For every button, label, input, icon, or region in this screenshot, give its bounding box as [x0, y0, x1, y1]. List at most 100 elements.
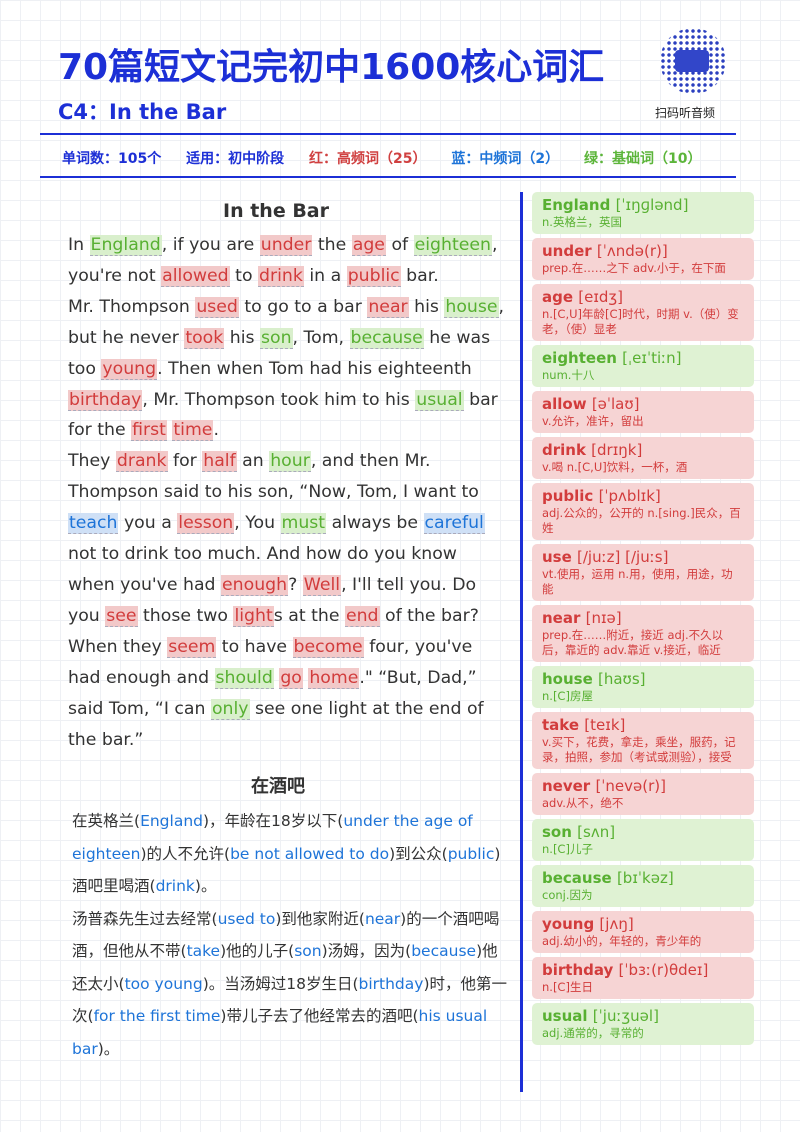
vocab-highlight[interactable]: son [260, 327, 293, 349]
vocab-highlight[interactable]: should [214, 667, 274, 689]
vocab-highlight[interactable]: hour [269, 451, 311, 473]
vocab-highlight[interactable]: used [195, 296, 239, 318]
translation-paragraph: 在英格兰(England)，年龄在18岁以下(under the age of … [52, 805, 508, 903]
vocab-card-england[interactable]: England [ˈɪŋɡlənd] n.英格兰，英国 [532, 192, 754, 234]
vocab-word: public [ˈpʌblɪk] [542, 487, 744, 506]
vocab-definition: conj.因为 [542, 888, 593, 902]
vocab-highlight[interactable]: light [233, 605, 274, 627]
vocab-highlight[interactable]: end [344, 605, 380, 627]
vocab-highlight[interactable]: England [89, 235, 162, 256]
translation-keyword: because [411, 942, 477, 960]
vocab-highlight[interactable]: see [105, 605, 138, 627]
vocab-card-age[interactable]: age [eɪdʒ] n.[C,U]年龄[C]时代，时期 v.（使）变老，（使）显… [532, 284, 754, 341]
vocab-card-birthday[interactable]: birthday [ˈbɜː(r)θdeɪ] n.[C]生日 [532, 957, 754, 999]
vocab-highlight[interactable]: usual [415, 389, 464, 411]
translation-segment: )。当汤姆过18岁生日( [202, 974, 359, 993]
story-segment: Mr. Thompson [68, 296, 196, 317]
vocab-word-text: eighteen [542, 349, 617, 367]
vocab-highlight[interactable]: public [346, 265, 401, 287]
story-segment: . [213, 420, 219, 441]
vocab-word-text: birthday [542, 961, 614, 979]
vocab-card-eighteen[interactable]: eighteen [ˌeɪˈtiːn] num.十八 [532, 345, 754, 387]
vocab-card-son[interactable]: son [sʌn] n.[C]儿子 [532, 819, 754, 861]
vocab-phonetic: [jʌŋ] [599, 915, 634, 933]
translation-keyword: son [294, 942, 322, 960]
vocab-highlight[interactable]: drink [258, 265, 304, 287]
vocab-highlight[interactable]: go [279, 667, 303, 689]
vocab-word: England [ˈɪŋɡlənd] [542, 196, 744, 215]
vocab-definition: num.十八 [542, 368, 595, 382]
story-segment: of [385, 235, 414, 255]
vocab-word-text: public [542, 487, 594, 505]
story-segment: , if you are [161, 235, 260, 255]
info-bar: 单词数：105个 适用：初中阶段 红：高频词（25） 蓝：中频词（2） 绿：基础… [62, 148, 721, 168]
vocab-highlight[interactable]: time [172, 420, 214, 442]
story-segment: see one light at the end of the bar.” [68, 698, 484, 750]
vocab-word-text: England [542, 196, 611, 214]
vocab-phonetic: [ˈnevə(r)] [595, 777, 666, 795]
vocab-highlight[interactable]: age [351, 235, 386, 256]
vocab-word-text: son [542, 823, 572, 841]
translation-keyword: public [447, 844, 495, 863]
vocab-highlight[interactable]: seem [167, 636, 217, 658]
vocab-card-never[interactable]: never [ˈnevə(r)] adv.从不，绝不 [532, 773, 754, 815]
vocab-card-because[interactable]: because [bɪˈkəz] conj.因为 [532, 865, 754, 907]
vocab-highlight[interactable]: careful [423, 513, 485, 535]
vocab-word: birthday [ˈbɜː(r)θdeɪ] [542, 961, 744, 980]
story-segment: an [236, 451, 270, 472]
vocab-highlight[interactable]: eighteen [413, 235, 492, 256]
vocab-card-public[interactable]: public [ˈpʌblɪk] adj.公众的，公开的 n.[sing.]民众，… [532, 483, 754, 540]
vocab-highlight[interactable]: half [202, 451, 237, 473]
vocab-card-under[interactable]: under [ˈʌndə(r)] prep.在……之下 adv.小于，在下面 [532, 238, 754, 280]
vocab-highlight[interactable]: Well [302, 574, 342, 596]
vocab-card-drink[interactable]: drink [drɪŋk] v.喝 n.[C,U]饮料，一杯，酒 [532, 437, 754, 479]
vocab-highlight[interactable]: because [349, 327, 424, 349]
vocab-definition: adv.从不，绝不 [542, 796, 624, 810]
vocab-highlight[interactable]: enough [221, 574, 289, 596]
vocab-highlight[interactable]: home [308, 667, 360, 689]
vocab-word: because [bɪˈkəz] [542, 869, 744, 888]
vocab-word-text: under [542, 242, 592, 260]
vocab-highlight[interactable]: lesson [177, 513, 235, 535]
vocab-phonetic: [nɪə] [585, 609, 622, 627]
story-segment: . Then when Tom had his eighteenth [157, 358, 472, 379]
vocab-card-usual[interactable]: usual [ˈjuːʒuəl] adj.通常的，寻常的 [532, 1003, 754, 1045]
vocab-definition: vt.使用，运用 n.用，使用，用途，功能 [542, 567, 733, 596]
story-segment: bar. [400, 265, 439, 286]
translation-segment: )带儿子去了他经常去的酒吧( [220, 1007, 419, 1025]
vocab-highlight[interactable]: must [280, 513, 327, 535]
translation-segment: )的一个酒吧喝酒，但他从不带( [72, 909, 500, 961]
vocab-card-take[interactable]: take [teɪk] v.买下，花费，拿走，乘坐，服药，记录，拍照，参加（考试或… [532, 712, 754, 769]
vocab-phonetic: [drɪŋk] [591, 441, 643, 459]
translation-segment: 在英格兰( [72, 812, 141, 830]
vocab-card-young[interactable]: young [jʌŋ] adj.幼小的，年轻的，青少年的 [532, 911, 754, 953]
vocab-word: young [jʌŋ] [542, 915, 744, 934]
vocab-word: near [nɪə] [542, 609, 744, 628]
vocab-highlight[interactable]: only [210, 698, 250, 720]
vocab-word-text: house [542, 670, 593, 688]
vocab-card-use[interactable]: use [/juːz] [/juːs] vt.使用，运用 n.用，使用，用途，功能 [532, 544, 754, 601]
vocab-definition: n.[C,U]年龄[C]时代，时期 v.（使）变老，（使）显老 [542, 307, 739, 336]
vocab-highlight[interactable]: teach [68, 513, 119, 535]
vocab-card-allow[interactable]: allow [əˈlaʊ] v.允许，准许，留出 [532, 391, 754, 433]
translation-title: 在酒吧 [251, 776, 305, 797]
vocab-highlight[interactable]: become [292, 636, 364, 658]
vocab-highlight[interactable]: under [259, 235, 313, 256]
vocab-card-house[interactable]: house [haʊs] n.[C]房屋 [532, 666, 754, 708]
vocab-definition: prep.在……之下 adv.小于，在下面 [542, 261, 726, 275]
translation-segment: )到公众( [389, 844, 448, 863]
vocab-highlight[interactable]: young [101, 358, 158, 380]
vocab-card-near[interactable]: near [nɪə] prep.在……附近，接近 adj.不久以后，靠近的 adv… [532, 605, 754, 662]
vocab-definition: n.[C]生日 [542, 980, 593, 994]
vocab-highlight[interactable]: drank [115, 451, 168, 473]
vocab-highlight[interactable]: house [444, 296, 499, 318]
vocab-highlight[interactable]: birthday [68, 389, 143, 411]
translation-keyword: England [140, 812, 203, 830]
vocab-highlight[interactable]: first [131, 420, 167, 442]
translation-paragraph: 汤普森先生过去经常(used to)到他家附近(near)的一个酒吧喝酒，但他从… [52, 903, 508, 1066]
vocab-highlight[interactable]: near [367, 296, 409, 318]
story-segment: , but he never [68, 296, 505, 348]
vocab-highlight[interactable]: allowed [161, 265, 230, 287]
vocab-highlight[interactable]: took [184, 327, 225, 349]
vocab-phonetic: [əˈlaʊ] [591, 395, 640, 413]
